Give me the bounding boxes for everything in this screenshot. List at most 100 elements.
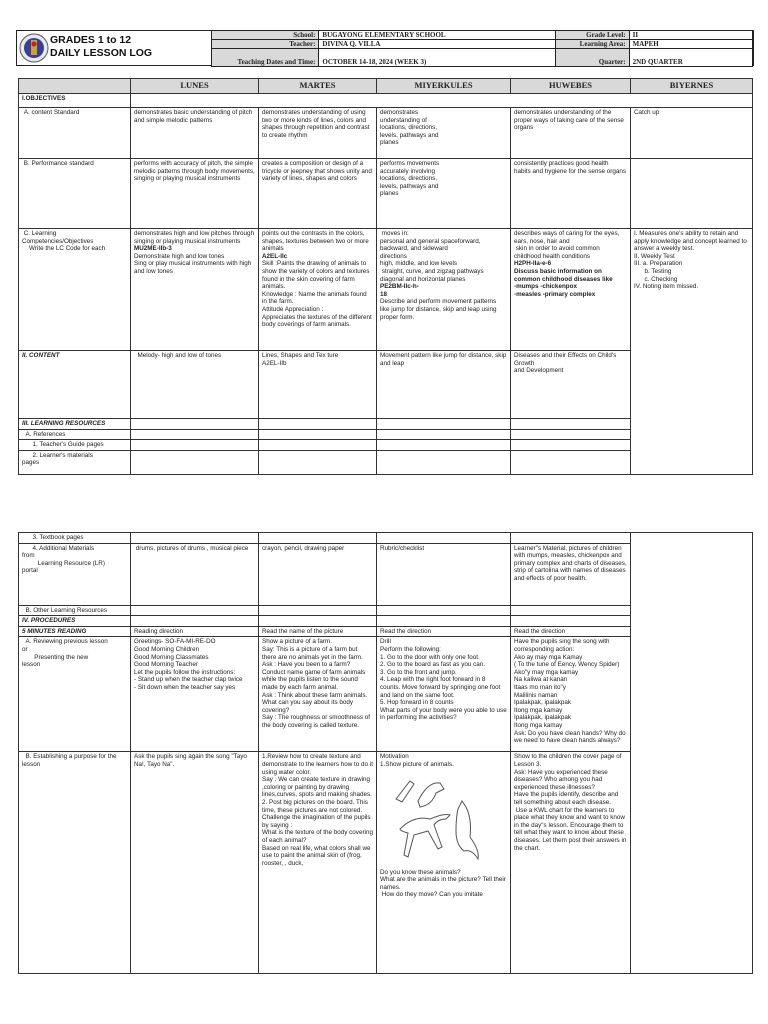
table-cell <box>376 532 511 544</box>
table-cell <box>258 418 377 430</box>
title-line-2: DAILY LESSON LOG <box>50 47 153 59</box>
cell-text: personal and general spaceforward, backw… <box>380 237 483 253</box>
table-cell: demonstrates understanding of locations, d… <box>376 107 511 159</box>
cell-text: c. Checking <box>634 275 678 283</box>
cell-text: A2EL-IIc <box>262 252 288 260</box>
table-row: 4. Additional Materials from Learning Res… <box>18 542 753 606</box>
lesson-table-page-1: LUNES MARTES MIYERKULES HUWEBES BIYERNES I.OB… <box>18 78 753 475</box>
cell-text: points out the contrasts in the colors, <box>262 230 365 237</box>
table-cell <box>510 439 631 451</box>
table-row: 5 MINUTES READING Reading direction Read t… <box>18 625 753 638</box>
header-info-table: School: BUGAYONG ELEMENTARY SCHOOL Grade… <box>210 30 754 67</box>
table-cell: Show to the children the cover page of L… <box>510 751 631 975</box>
cell-text: Ask the pupils sing again the song "Tayo… <box>134 753 249 768</box>
row-label-cell: 1. Teacher's Guide pages <box>18 439 131 451</box>
quarter-label: Quarter: <box>554 48 630 67</box>
table-cell <box>258 449 377 475</box>
cell-text: Perform the following: <box>380 645 441 653</box>
cell-text: shapes, textures between two or more ani… <box>262 237 371 253</box>
row-label-cell: 2. Learner's materials pages <box>18 449 131 475</box>
row-label-cell: A. References <box>18 428 131 441</box>
cell-text: B. Performance standard <box>22 160 94 167</box>
cell-text: Appreciates the textures of the differen… <box>262 313 374 329</box>
table-cell: Ask the pupils sing again the song "Tayo… <box>130 751 259 975</box>
cell-text: MIYERKULES <box>414 80 473 91</box>
table-cell <box>130 439 259 451</box>
cell-text: Skill :Paints the drawing of animals to … <box>262 260 372 291</box>
cell-text: III. LEARNING RESOURCES <box>22 420 106 427</box>
cell-text: and leap <box>380 359 405 367</box>
lesson-log-header: GRADES 1 to 12 DAILY LESSON LOG School: … <box>16 30 754 67</box>
cell-text: Let the pupils follow the instructions: <box>134 668 236 676</box>
cell-text: 1.Show picture of animals. <box>380 760 454 768</box>
cell-text: IV. Noting item missed. <box>634 283 699 291</box>
cell-text: Say : The roughness or smoothness of the… <box>262 714 372 729</box>
row-label-cell: B. Performance standard <box>18 158 131 229</box>
cell-text: Attitude Appreciation : <box>262 305 324 313</box>
table-row: 2. Learner's materials pages <box>18 449 753 475</box>
table-cell: Read the direction <box>510 625 631 638</box>
cell-text: Movement pattern like jump for distance,… <box>380 352 507 359</box>
cell-text: from <box>22 552 35 560</box>
table-cell: demonstrates understanding of the proper… <box>510 107 631 159</box>
row-label-cell <box>18 78 131 94</box>
cell-text: demonstrates understanding of the proper… <box>514 109 626 132</box>
cell-text: MARTES <box>299 80 336 91</box>
quarter-value: 2ND QUARTER <box>628 48 754 67</box>
row-label-cell: I.OBJECTIVES <box>18 93 131 108</box>
lesson-table-page-2: 3. Textbook pages 4. Additional Material… <box>18 531 753 975</box>
cell-text: What are the animals in the picture? Tel… <box>380 876 508 891</box>
cell-text: What parts of your body were you able to… <box>380 706 509 722</box>
cell-text: I.OBJECTIVES <box>22 95 66 102</box>
teaching-dates-label: Teaching Dates and Time: <box>210 48 320 67</box>
table-cell: Melody- high and low of tones <box>130 350 259 419</box>
title-line-1: GRADES 1 to 12 <box>50 34 132 46</box>
cell-text: b. Testing <box>634 267 672 275</box>
cell-text: II. Weekly Test <box>634 252 675 260</box>
table-cell <box>258 532 377 544</box>
table-row: B. Performance standard performs with acc… <box>18 158 753 229</box>
cell-text: Have the pupils identify, describe and t… <box>514 791 620 806</box>
table-cell <box>258 439 377 451</box>
table-cell: performs movements accurately involving lo… <box>376 158 511 229</box>
day-column-header: LUNES <box>130 78 259 94</box>
cell-text: 3. Textbook pages <box>22 534 84 541</box>
cell-text: planes <box>380 139 399 147</box>
cell-text: Use a KWL chart for the learners to plac… <box>514 806 629 852</box>
cell-text: Have the pupils sing the song with corre… <box>514 638 612 653</box>
cell-text: Discuss basic information on common chil… <box>514 267 613 283</box>
table-cell: Greetings- SO-FA-MI-RE-DO Good Morning Ch… <box>130 636 259 753</box>
table-cell <box>130 428 259 441</box>
animals-sketch-image <box>395 779 479 860</box>
deped-seal-logo <box>19 33 49 63</box>
table-cell <box>510 604 631 617</box>
cell-text: straight, curve, and zigzag pathways dia… <box>380 267 486 283</box>
cell-text: or <box>22 645 28 653</box>
table-cell: crayon, pencil, drawing paper <box>258 542 377 606</box>
cell-text: Say: This is a picture of a farm but the… <box>262 645 363 661</box>
cell-text: planes <box>380 190 399 198</box>
table-row: II. CONTENT Melody- high and low of tone… <box>18 350 753 419</box>
table-cell <box>376 604 511 617</box>
table-cell: creates a composition or design of a tri… <box>258 158 377 229</box>
cell-text: Read the direction <box>380 627 432 635</box>
cell-text: crayon, pencil, drawing paper <box>262 544 345 552</box>
cell-text: Sing or play musical instruments with hi… <box>134 260 253 275</box>
cell-text: Ako"y may mga kamay <box>514 668 579 676</box>
row-label-cell: 5 MINUTES READING <box>18 625 131 638</box>
cell-text: IV. PROCEDURES <box>22 617 76 625</box>
cell-text: C. Learning <box>22 230 57 237</box>
cell-text: Based on real life, what colors shall we… <box>262 844 373 867</box>
table-cell <box>376 418 511 430</box>
cell-text: II. CONTENT <box>22 352 60 359</box>
table-cell <box>376 439 511 451</box>
table-row: A. Reviewing previous lesson or Presentin… <box>18 636 753 753</box>
cell-text: I. Measures one's ability to retain and … <box>634 230 749 253</box>
cell-text: Read the name of the picture <box>262 627 344 635</box>
cell-text: Ipalakpak, ipalakpak <box>514 714 572 722</box>
table-cell: describes ways of caring for the eyes, e… <box>510 228 631 351</box>
cell-text: B. Establishing a purpose for the lesson <box>22 753 119 768</box>
cell-text: Motivation <box>380 753 409 761</box>
cell-text: Show to the children the cover page of L… <box>514 753 624 768</box>
document-title: GRADES 1 to 12 DAILY LESSON LOG <box>50 34 152 60</box>
